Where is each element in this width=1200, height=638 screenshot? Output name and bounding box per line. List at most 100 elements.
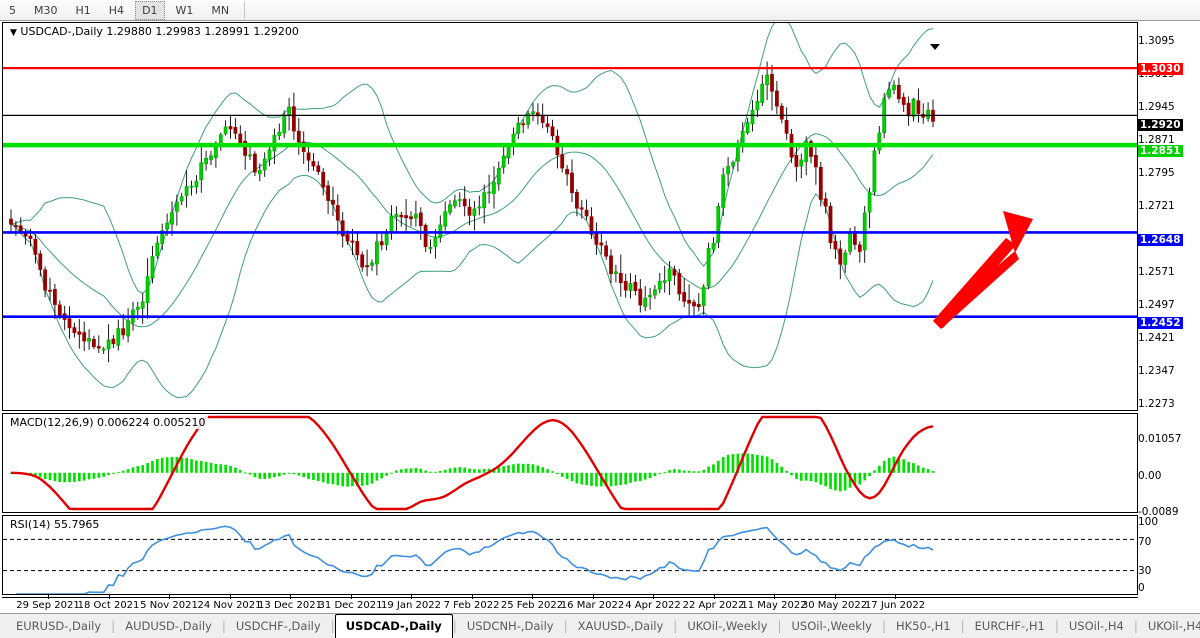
symbol-tab-bar: EURUSD-,Daily | AUDUSD-,Daily | USDCHF-,Dail…	[0, 613, 1200, 638]
macd-pane-header: MACD(12,26,9) 0.006224 0.005210	[8, 416, 208, 429]
timeframe-button-d1[interactable]: D1	[135, 0, 165, 20]
chart-area: ▼ USDCAD-,Daily 1.29880 1.29983 1.28991 …	[0, 21, 1200, 613]
timeframe-button-m30[interactable]: M30	[34, 3, 58, 17]
date-tickmark	[411, 594, 412, 599]
date-tickmark	[290, 594, 291, 599]
rsi-pane[interactable]: RSI(14) 55.7965	[2, 515, 1138, 595]
price-pane-header: ▼ USDCAD-,Daily 1.29880 1.29983 1.28991 …	[8, 25, 301, 38]
macd-plot[interactable]	[3, 414, 1137, 512]
price-tag-support-green: 1.2851	[1138, 145, 1183, 157]
date-tickmark	[108, 594, 110, 599]
price-axis-tick: 1.3095	[1138, 35, 1175, 47]
rsi-plot[interactable]	[3, 516, 1137, 594]
timeframe-button-h1[interactable]: H1	[75, 3, 91, 17]
symbol-tab-usoil-h4[interactable]: USOil-,H4	[1068, 619, 1124, 633]
symbol-tab-eurusd-daily[interactable]: EURUSD-,Daily	[16, 619, 102, 633]
date-axis-label: 29 Sep 2021	[16, 600, 80, 611]
date-tickmark	[713, 594, 715, 599]
symbol-tab-ukoil-weekly[interactable]: UKOil-,Weekly	[687, 619, 768, 633]
tab-divider: |	[881, 619, 887, 633]
price-axis-tick: 1.2421	[1138, 332, 1175, 344]
rsi-axis-tick: 30	[1138, 565, 1152, 577]
tab-divider: |	[777, 619, 782, 633]
collapse-triangle-icon[interactable]: ▼	[10, 28, 17, 38]
tab-divider: |	[221, 619, 226, 633]
date-axis-label: 19 Jan 2022	[381, 600, 441, 611]
symbol-tab-xauusd-daily[interactable]: XAUUSD-,Daily	[577, 619, 664, 633]
price-axis-tick: 1.2945	[1138, 101, 1175, 113]
date-axis-label: 7 Feb 2022	[443, 600, 500, 611]
date-tickmark	[895, 594, 896, 599]
price-axis-tick: 1.2497	[1138, 299, 1175, 311]
date-tickmark	[471, 594, 473, 599]
date-tickmark	[48, 594, 49, 599]
date-axis-label: 30 May 2022	[801, 600, 868, 611]
timeframe-toolbar: 5 M30 H1 H4 D1 W1 MN	[0, 0, 1200, 21]
timeframe-button-h4[interactable]: H4	[108, 3, 125, 17]
tab-divider: |	[1133, 619, 1138, 633]
date-axis-label: 13 Dec 2021	[258, 600, 322, 611]
price-plot[interactable]	[3, 23, 1137, 410]
rsi-axis-tick: 100	[1138, 516, 1159, 528]
macd-axis-tick: 0.01057	[1138, 433, 1182, 445]
date-tickmark	[350, 594, 352, 599]
price-pane[interactable]: ▼ USDCAD-,Daily 1.29880 1.29983 1.28991 …	[2, 22, 1138, 411]
date-axis-label: 17 Jun 2022	[864, 600, 926, 611]
date-axis-label: 16 Mar 2022	[560, 600, 625, 611]
tab-divider: |	[452, 619, 457, 633]
price-axis[interactable]: 1.3095 1.3019 1.2945 1.2871 1.2795 1.272…	[1138, 22, 1200, 411]
tab-divider: |	[960, 619, 965, 633]
macd-axis-tick: 0.00	[1138, 470, 1162, 482]
tab-divider: |	[1054, 619, 1059, 633]
macd-pane[interactable]: MACD(12,26,9) 0.006224 0.005210	[2, 413, 1138, 513]
symbol-tab-ukoil-h4[interactable]: UKOil-,H4	[1147, 619, 1200, 633]
price-axis-tick: 1.2795	[1138, 167, 1175, 179]
date-axis-label: 4 Apr 2022	[625, 600, 681, 611]
date-axis-label: 22 Apr 2022	[682, 600, 745, 611]
current-bar-marker-icon	[930, 44, 940, 50]
tab-divider: |	[673, 619, 678, 633]
date-tickmark	[834, 594, 836, 599]
symbol-tab-usdcad-daily[interactable]: USDCAD-,Daily	[334, 614, 453, 638]
date-axis-label: 25 Feb 2022	[500, 600, 564, 611]
price-tag-current: 1.2920	[1138, 119, 1183, 131]
date-tickmark	[229, 594, 231, 599]
rsi-pane-header: RSI(14) 55.7965	[8, 518, 102, 531]
symbol-tab-audusd-daily[interactable]: AUDUSD-,Daily	[125, 619, 212, 633]
timeframe-button-m5[interactable]: 5	[9, 3, 16, 17]
price-tag-resistance: 1.3030	[1138, 63, 1183, 75]
price-axis-tick: 1.2871	[1138, 134, 1175, 146]
rsi-axis-tick: 0	[1138, 582, 1145, 594]
date-axis-label: 31 Dec 2021	[318, 600, 383, 611]
symbol-tab-hk50-h1[interactable]: HK50-,H1	[896, 619, 951, 633]
price-axis-tick: 1.2721	[1138, 200, 1175, 212]
date-tickmark	[774, 594, 775, 599]
symbol-tab-usoil-weekly[interactable]: USOil-,Weekly	[791, 619, 872, 633]
price-axis-tick: 1.2273	[1138, 398, 1175, 410]
date-axis[interactable]: 29 Sep 2021 18 Oct 2021 5 Nov 2021 24 Nov 2…	[2, 594, 1138, 615]
date-axis-label: 18 Oct 2021	[77, 600, 140, 611]
rsi-axis[interactable]: 100 70 30 0	[1138, 515, 1200, 595]
toolbar-divider	[244, 1, 246, 19]
macd-axis[interactable]: 0.01057 0.00 -0.0089	[1138, 413, 1200, 518]
tab-divider: |	[111, 619, 116, 633]
macd-axis-tick: -0.0089	[1138, 506, 1179, 518]
symbol-tab-usdcnh-daily[interactable]: USDCNH-,Daily	[466, 619, 554, 633]
price-tag-support-blue-1: 1.2648	[1138, 234, 1183, 246]
date-tickmark	[532, 594, 533, 599]
date-axis-label: 24 Nov 2021	[197, 600, 262, 611]
rsi-axis-tick: 70	[1138, 536, 1152, 548]
tab-divider: |	[330, 619, 335, 633]
date-tickmark	[653, 594, 654, 599]
symbol-tab-usdchf-daily[interactable]: USDCHF-,Daily	[235, 619, 321, 633]
date-tickmark	[169, 594, 170, 599]
date-axis-label: 5 Nov 2021	[140, 600, 198, 611]
price-tag-support-blue-2: 1.2452	[1138, 317, 1183, 329]
timeframe-button-w1[interactable]: W1	[175, 3, 194, 17]
timeframe-button-mn[interactable]: MN	[211, 3, 230, 17]
date-axis-label: 11 May 2022	[741, 600, 807, 611]
date-tickmark	[592, 594, 594, 599]
symbol-tab-eurchf-h1[interactable]: EURCHF-,H1	[974, 619, 1045, 633]
tab-divider: |	[563, 619, 568, 633]
